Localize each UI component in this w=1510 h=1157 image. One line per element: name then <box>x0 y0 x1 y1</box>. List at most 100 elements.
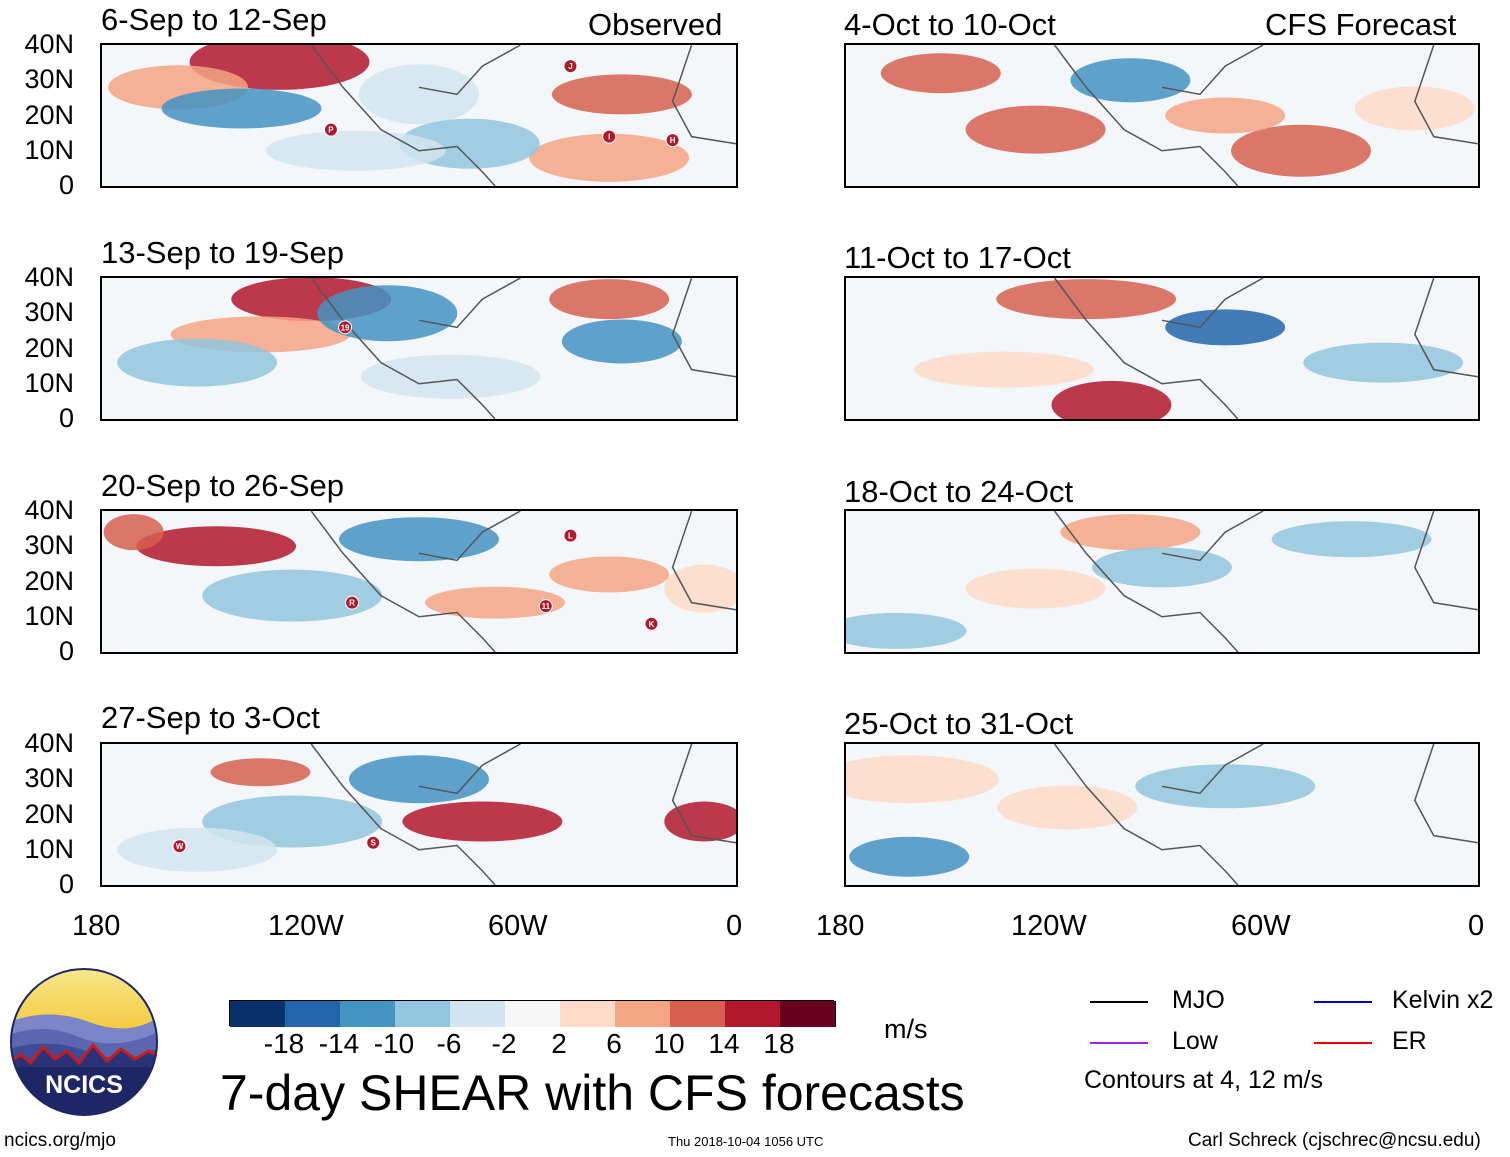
legend-line-er <box>1314 1042 1372 1044</box>
lat-label: 10N <box>24 834 74 864</box>
lon-label: 60W <box>1231 910 1291 942</box>
panel-title-left-4: 27-Sep to 3-Oct <box>101 700 320 735</box>
shear-anomaly-region <box>529 133 690 182</box>
shear-anomaly-region <box>1051 380 1172 419</box>
shear-anomaly-region <box>551 74 692 115</box>
colorbar-tick-label: -18 <box>263 1028 305 1059</box>
colorbar-swatch <box>450 1001 506 1027</box>
shear-anomaly-region <box>117 338 278 387</box>
colorbar-swatch <box>230 1001 286 1027</box>
coastline <box>310 511 736 652</box>
map-panel-left-3: L R 11 K <box>100 509 738 654</box>
shear-anomaly-region <box>117 827 278 872</box>
storm-marker-icon <box>345 595 360 610</box>
storm-marker-label: L <box>568 532 573 541</box>
map-panel-right-2 <box>844 276 1480 421</box>
legend-line-kelvin <box>1314 1001 1372 1003</box>
storm-marker: 11 <box>538 599 553 614</box>
storm-marker-icon <box>366 835 381 850</box>
map-graphic: L R 11 K <box>102 511 736 652</box>
shear-anomaly-region <box>202 569 383 622</box>
colorbar-tick-label: -14 <box>318 1028 360 1059</box>
legend-label-er: ER <box>1392 1027 1427 1055</box>
lat-label: 10N <box>24 368 74 398</box>
legend-label-kelvin: Kelvin x2 <box>1392 986 1494 1014</box>
map-graphic <box>846 744 1478 885</box>
main-title: 7-day SHEAR with CFS forecasts <box>220 1065 965 1121</box>
map-panel-left-2: 19 <box>100 276 738 421</box>
shear-anomaly-region <box>880 53 1001 94</box>
storm-marker-icon <box>602 129 617 144</box>
lon-label: 180 <box>72 910 121 942</box>
shear-anomaly-region <box>136 526 297 567</box>
map-graphic <box>846 45 1478 186</box>
colorbar <box>229 1000 836 1027</box>
colorbar-swatch <box>780 1001 836 1027</box>
storm-marker-label: 11 <box>542 602 551 611</box>
lat-label: 10N <box>24 135 74 165</box>
shear-anomaly-region <box>664 801 736 842</box>
colorbar-tick-label: 18 <box>763 1028 795 1059</box>
ncics-logo-graphic: NCICS <box>10 968 158 1116</box>
shear-anomaly-region <box>996 279 1177 320</box>
colorbar-tick-label: -6 <box>436 1028 462 1059</box>
panel-title-right-3: 18-Oct to 24-Oct <box>844 474 1074 509</box>
storm-marker-icon <box>172 839 187 854</box>
storm-marker-label: R <box>349 599 355 608</box>
map-graphic <box>846 511 1478 652</box>
shear-anomaly-region <box>846 612 967 649</box>
lat-label: 0 <box>58 869 74 899</box>
storm-marker-label: P <box>328 126 334 135</box>
panel-title-right-2: 11-Oct to 17-Oct <box>844 240 1071 275</box>
footer-credit: Carl Schreck (cjschrec@ncsu.edu) <box>1188 1130 1481 1151</box>
shear-anomaly-region <box>360 354 541 399</box>
coastline <box>1053 744 1478 885</box>
map-panel-left-1: J P I H <box>100 43 738 188</box>
shear-anomaly-region <box>914 351 1094 388</box>
storm-marker-label: S <box>371 839 377 848</box>
shear-anomaly-region <box>549 556 670 593</box>
shear-anomaly-region <box>1271 521 1432 558</box>
shear-anomaly-region <box>561 319 682 364</box>
footer-url[interactable]: ncics.org/mjo <box>4 1130 116 1151</box>
lat-label: 40N <box>24 262 74 292</box>
colorbar-swatch <box>670 1001 726 1027</box>
observed-label: Observed <box>588 7 723 42</box>
lon-label: 180 <box>816 910 865 942</box>
storm-marker: H <box>665 133 680 148</box>
storm-marker-icon <box>665 133 680 148</box>
map-panel-right-3 <box>844 509 1480 654</box>
shear-anomaly-region <box>1165 309 1286 346</box>
colorbar-swatch <box>560 1001 616 1027</box>
shear-anomaly-region <box>210 758 311 787</box>
colorbar-tick-label: 2 <box>551 1028 567 1059</box>
shear-anomaly-region <box>1303 342 1464 383</box>
panel-title-left-1: 6-Sep to 12-Sep <box>101 2 327 37</box>
shear-anomaly-region <box>161 88 322 129</box>
storm-marker-icon <box>323 122 338 137</box>
coastline <box>1053 511 1478 652</box>
coastline <box>1053 278 1478 419</box>
coastline <box>310 45 736 186</box>
storm-marker-label: J <box>568 62 572 71</box>
lat-label: 40N <box>24 29 74 59</box>
colorbar-tick-label: 14 <box>708 1028 740 1059</box>
storm-marker-icon <box>338 320 353 335</box>
footer-timestamp: Thu 2018-10-04 1056 UTC <box>668 1134 824 1149</box>
lon-label: 120W <box>1011 910 1087 942</box>
storm-marker-icon <box>563 528 578 543</box>
panel-title-right-1: 4-Oct to 10-Oct <box>844 7 1056 42</box>
lat-label: 30N <box>24 297 74 327</box>
colorbar-swatch <box>340 1001 396 1027</box>
storm-marker-icon <box>538 599 553 614</box>
lat-label: 40N <box>24 728 74 758</box>
storm-marker: I <box>602 129 617 144</box>
storm-marker-label: W <box>176 842 184 851</box>
coastline <box>310 278 736 419</box>
shear-anomaly-region <box>997 785 1138 830</box>
map-graphic <box>846 278 1478 419</box>
legend-note: Contours at 4, 12 m/s <box>1084 1066 1324 1094</box>
shear-anomaly-region <box>549 279 670 320</box>
